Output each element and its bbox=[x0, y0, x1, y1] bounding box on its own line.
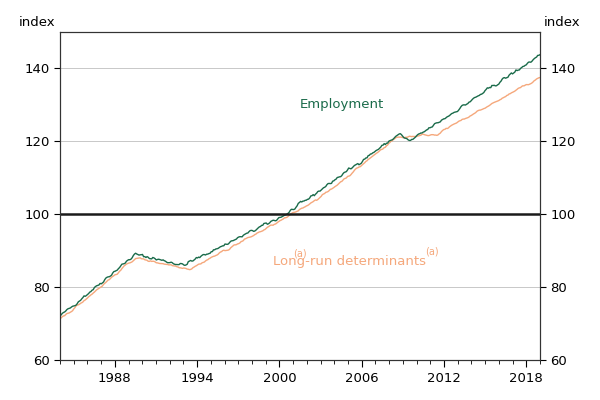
Text: Long-run determinants: Long-run determinants bbox=[272, 255, 425, 268]
Text: index: index bbox=[19, 16, 56, 29]
Text: (a): (a) bbox=[425, 246, 439, 256]
Text: Long-run determinants: Long-run determinants bbox=[272, 255, 425, 268]
Text: Employment: Employment bbox=[300, 98, 384, 111]
Text: (a): (a) bbox=[293, 248, 307, 258]
Text: index: index bbox=[544, 16, 581, 29]
